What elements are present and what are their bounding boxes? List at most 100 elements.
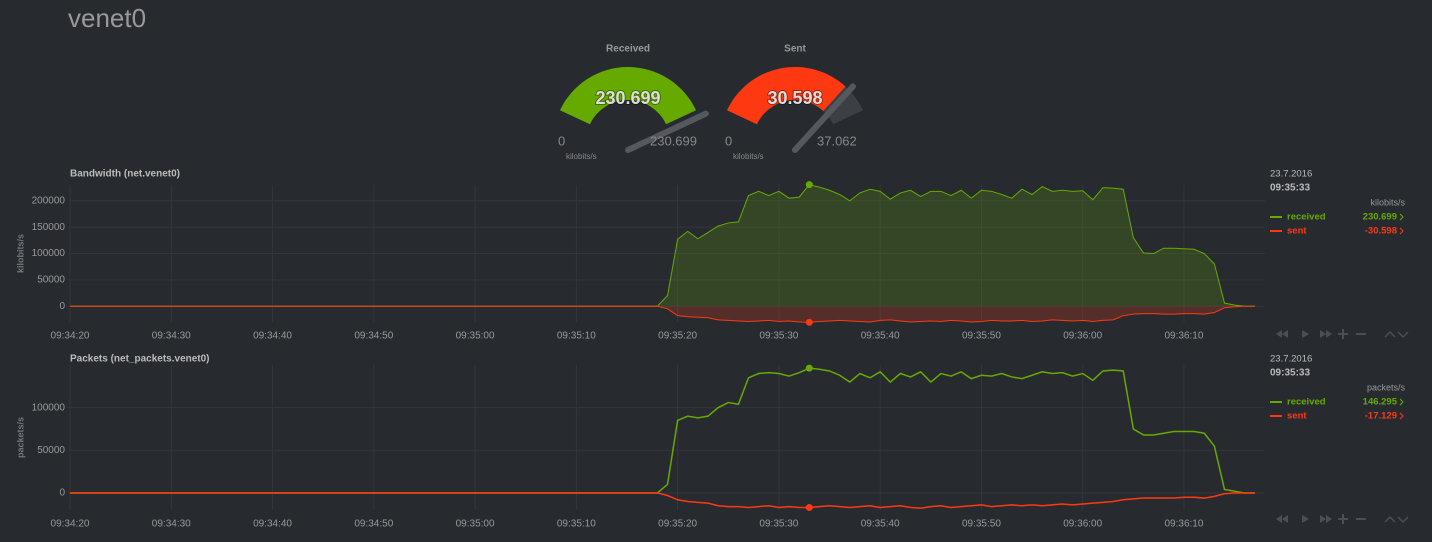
gauge-value: 30.598: [767, 88, 822, 108]
x-tick-label: 09:35:50: [962, 519, 1001, 530]
legend-value: -30.598: [1365, 226, 1397, 237]
x-tick-label: 09:34:50: [354, 331, 393, 342]
x-tick-label: 09:35:10: [557, 331, 596, 342]
series-line: [70, 305, 1255, 323]
icon[interactable]: [1320, 515, 1326, 523]
icon[interactable]: [1356, 333, 1366, 335]
x-tick-label: 09:34:30: [152, 519, 191, 530]
area: [70, 306, 1255, 323]
y-axis-title: packets/s: [15, 417, 25, 458]
legend-date: 23.7.2016: [1270, 169, 1312, 180]
selected-point: [805, 181, 813, 189]
legend-arrow: [1399, 398, 1404, 406]
legend-arrow: [1399, 227, 1404, 235]
x-tick-label: 09:35:30: [759, 331, 798, 342]
x-tick-label: 09:35:00: [456, 331, 495, 342]
x-tick-label: 09:35:40: [861, 331, 900, 342]
y-tick-label: 0: [59, 488, 65, 499]
icon[interactable]: [1342, 329, 1344, 339]
selected-point: [805, 364, 813, 372]
icon[interactable]: [1276, 515, 1282, 523]
x-tick-label: 09:35:30: [759, 519, 798, 530]
gauge-value-arc: [560, 67, 696, 125]
y-tick-label: 200000: [32, 195, 66, 206]
legend-value: 146.295: [1363, 397, 1398, 408]
selected-point: [805, 504, 813, 512]
icon[interactable]: [1282, 515, 1288, 523]
legend-name: received: [1287, 397, 1326, 408]
gauge-unit: kilobits/s: [733, 152, 764, 161]
y-tick-label: 150000: [32, 222, 66, 233]
gauge-unit: kilobits/s: [566, 152, 597, 161]
x-tick-label: 09:36:10: [1165, 331, 1204, 342]
x-tick-label: 09:34:40: [253, 331, 292, 342]
gauge-needle: [625, 110, 709, 153]
x-tick-label: 09:34:50: [354, 519, 393, 530]
series-line: [70, 367, 1255, 494]
y-axis-title: kilobits/s: [15, 234, 25, 273]
x-tick-label: 09:34:20: [51, 519, 90, 530]
x-tick-label: 09:34:40: [253, 519, 292, 530]
x-tick-label: 09:35:20: [658, 519, 697, 530]
gauge-max: 230.699: [650, 133, 697, 148]
y-tick-label: 0: [59, 301, 65, 312]
x-tick-label: 09:36:00: [1063, 519, 1102, 530]
gauge-min: 0: [725, 133, 732, 148]
x-tick-label: 09:36:00: [1063, 331, 1102, 342]
y-tick-label: 50000: [37, 274, 65, 285]
area: [70, 184, 1255, 307]
chart-title: Packets (net_packets.venet0): [70, 354, 210, 365]
chart-title: Bandwidth (net.venet0): [70, 169, 180, 180]
legend-time: 09:35:33: [1270, 368, 1310, 379]
icon[interactable]: [1302, 515, 1309, 523]
gauge-title: Received: [606, 44, 650, 55]
legend-name: received: [1287, 212, 1326, 223]
legend-date: 23.7.2016: [1270, 354, 1312, 365]
legend-value: -17.129: [1365, 411, 1397, 422]
icon[interactable]: [1397, 516, 1409, 524]
y-tick-label: 50000: [37, 445, 65, 456]
icon[interactable]: [1302, 330, 1309, 338]
legend-name: sent: [1287, 226, 1307, 237]
icon[interactable]: [1276, 330, 1282, 338]
series-line: [70, 492, 1255, 510]
gauge-title: Sent: [784, 44, 806, 55]
legend-unit: packets/s: [1367, 382, 1406, 392]
icon[interactable]: [1326, 515, 1332, 523]
legend-arrow: [1399, 412, 1404, 420]
legend-name: sent: [1287, 411, 1307, 422]
gauge-min: 0: [558, 133, 565, 148]
icon[interactable]: [1384, 330, 1396, 338]
icon[interactable]: [1342, 514, 1344, 524]
icon[interactable]: [1320, 330, 1326, 338]
gauge-max: 37.062: [817, 133, 857, 148]
icon[interactable]: [1356, 518, 1366, 520]
legend-time: 09:35:33: [1270, 183, 1310, 194]
icon[interactable]: [1397, 331, 1409, 339]
gauge-value-arc: [727, 67, 846, 125]
x-tick-label: 09:34:30: [152, 331, 191, 342]
series-line: [70, 184, 1255, 307]
page-title: venet0: [68, 3, 146, 33]
legend-unit: kilobits/s: [1370, 197, 1405, 207]
icon[interactable]: [1384, 515, 1396, 523]
x-tick-label: 09:35:20: [658, 331, 697, 342]
x-tick-label: 09:35:10: [557, 519, 596, 530]
gauge-needle: [792, 83, 856, 153]
x-tick-label: 09:34:20: [51, 331, 90, 342]
y-tick-label: 100000: [32, 402, 66, 413]
x-tick-label: 09:36:10: [1165, 519, 1204, 530]
chart-controls[interactable]: [1276, 329, 1409, 524]
x-tick-label: 09:35:00: [456, 519, 495, 530]
legend-value: 230.699: [1363, 212, 1397, 223]
gauge-value: 230.699: [595, 88, 660, 108]
x-tick-label: 09:35:40: [861, 519, 900, 530]
icon[interactable]: [1282, 330, 1288, 338]
legend-arrow: [1399, 213, 1404, 221]
x-tick-label: 09:35:50: [962, 331, 1001, 342]
icon[interactable]: [1326, 330, 1332, 338]
selected-point: [805, 318, 813, 326]
y-tick-label: 100000: [32, 248, 66, 259]
